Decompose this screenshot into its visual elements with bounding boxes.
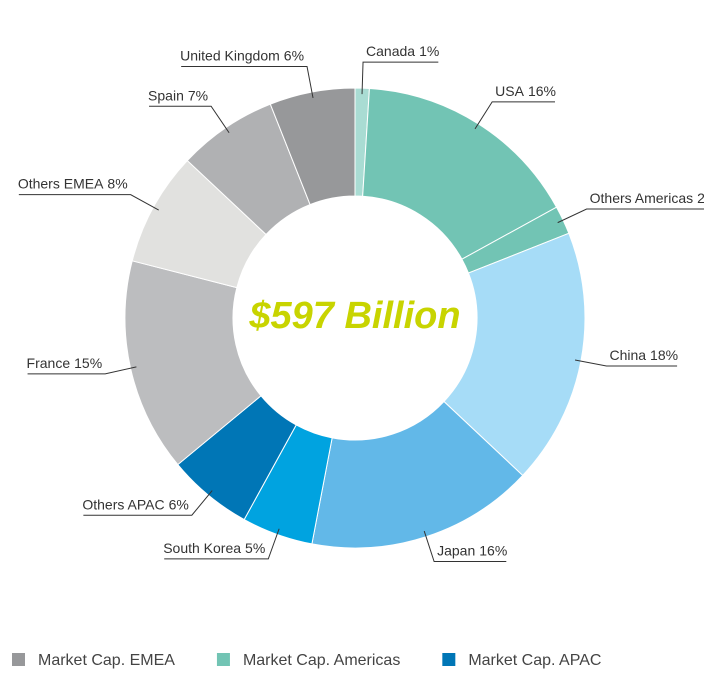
leader-line [423, 530, 507, 562]
donut-segment [362, 87, 558, 260]
segment-name: France [27, 355, 71, 371]
legend-swatch [12, 653, 25, 666]
leader-line [18, 194, 159, 211]
leader-line [361, 61, 439, 95]
segment-name: United Kingdom [180, 48, 280, 64]
leader-line [27, 366, 137, 375]
segment-label: Japan 16% [437, 542, 507, 558]
donut-segment [311, 400, 524, 549]
legend-swatch [216, 653, 230, 666]
leader-line [474, 101, 555, 130]
leader-line [574, 359, 678, 367]
segment-value: 2% [697, 190, 704, 206]
legend-label: Market Cap. APAC [468, 652, 601, 669]
segment-name: Others EMEA [18, 176, 104, 192]
donut-segment [124, 260, 262, 466]
segment-label: Others EMEA 8% [18, 176, 128, 192]
legend-label: Market Cap. EMEA [38, 652, 175, 669]
segment-name: South Korea [163, 540, 241, 556]
segment-value: 7% [188, 87, 208, 103]
segment-value: 16% [479, 542, 507, 558]
legend-swatch [442, 653, 456, 666]
segment-name: Others Americas [590, 190, 693, 206]
legend-label: Market Cap. Americas [243, 652, 400, 669]
segment-name: USA [495, 83, 524, 99]
leader-line [181, 66, 314, 99]
segment-label: USA 16% [495, 83, 556, 99]
segment-label: Spain 7% [148, 87, 208, 103]
segment-value: 8% [107, 176, 127, 192]
segment-name: Japan [437, 542, 475, 558]
segment-label: China 18% [609, 347, 678, 363]
segment-value: 5% [245, 540, 265, 556]
segment-label: France 15% [27, 355, 103, 371]
leader-line [557, 208, 704, 224]
leader-line [83, 490, 213, 516]
segment-name: Spain [148, 87, 184, 103]
leader-line [164, 528, 280, 560]
segment-name: Others APAC [82, 496, 164, 512]
segment-label: South Korea 5% [163, 540, 265, 556]
donut-segment [443, 232, 586, 477]
segment-value: 6% [169, 496, 189, 512]
segment-value: 16% [528, 83, 556, 99]
donut-segment [269, 87, 356, 206]
segment-value: 15% [74, 355, 102, 371]
segment-value: 6% [284, 48, 304, 64]
segment-name: Canada [366, 43, 415, 59]
segment-label: Canada 1% [366, 43, 439, 59]
center-label: $597 Billion [248, 295, 460, 337]
segment-label: Others APAC 6% [82, 496, 188, 512]
segment-name: China [609, 347, 646, 363]
leader-line [149, 105, 230, 134]
segment-label: United Kingdom 6% [180, 48, 304, 64]
segment-value: 18% [650, 347, 678, 363]
segment-value: 1% [419, 43, 439, 59]
